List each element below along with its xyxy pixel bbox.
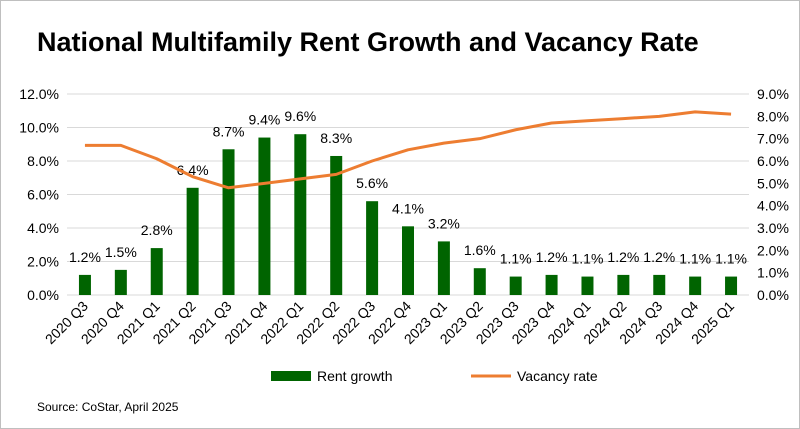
bar-data-label: 1.1% (715, 251, 747, 267)
bar-rent-growth (330, 155, 343, 295)
bar-data-label: 1.2% (643, 249, 675, 265)
bar-rent-growth (689, 276, 702, 295)
left-axis-tick: 8.0% (27, 153, 59, 169)
bar-rent-growth (258, 137, 271, 295)
bar-rent-growth (222, 149, 235, 295)
right-axis-tick: 5.0% (757, 175, 789, 191)
right-axis-tick: 1.0% (757, 265, 789, 281)
right-axis-tick: 9.0% (757, 86, 789, 102)
bar-rent-growth (545, 274, 558, 295)
bar-rent-growth (186, 187, 199, 295)
bar-data-label: 1.1% (679, 251, 711, 267)
bar-data-label: 9.4% (248, 112, 280, 128)
bar-data-label: 5.6% (356, 175, 388, 191)
bar-rent-growth (509, 276, 522, 295)
legend-label-vacancy-rate: Vacancy rate (517, 368, 598, 384)
bar-data-label: 1.2% (536, 249, 568, 265)
right-axis-tick: 2.0% (757, 242, 789, 258)
bar-data-label: 1.2% (69, 249, 101, 265)
left-axis-tick: 0.0% (27, 287, 59, 303)
source-note: Source: CoStar, April 2025 (37, 400, 179, 414)
bar-rent-growth (78, 274, 91, 295)
left-axis-tick: 10.0% (19, 120, 59, 136)
bar-data-label: 9.6% (284, 108, 316, 124)
chart-title: National Multifamily Rent Growth and Vac… (37, 27, 699, 57)
bar-rent-growth (581, 276, 594, 295)
right-axis-tick: 3.0% (757, 220, 789, 236)
bar-rent-growth (725, 276, 738, 295)
left-axis-tick: 4.0% (27, 220, 59, 236)
right-axis-tick: 0.0% (757, 287, 789, 303)
left-axis-tick: 12.0% (19, 86, 59, 102)
bar-data-label: 1.1% (500, 251, 532, 267)
right-axis-tick: 7.0% (757, 131, 789, 147)
bar-data-label: 1.6% (464, 242, 496, 258)
bar-rent-growth (473, 268, 486, 295)
bar-data-label: 1.1% (572, 251, 604, 267)
bar-rent-growth (617, 274, 630, 295)
bar-data-label: 1.5% (105, 244, 137, 260)
bar-data-label: 1.2% (607, 249, 639, 265)
right-axis-tick: 6.0% (757, 153, 789, 169)
bar-rent-growth (402, 226, 414, 295)
bar-data-label: 8.3% (320, 130, 352, 146)
legend-swatch-rent-growth (271, 371, 311, 381)
bar-rent-growth (653, 274, 666, 295)
bar-rent-growth (366, 201, 379, 295)
bar-data-label: 3.2% (428, 215, 460, 231)
bar-rent-growth (150, 248, 163, 295)
bar-data-label: 4.1% (392, 200, 424, 216)
bar-rent-growth (294, 134, 307, 295)
right-axis-tick: 8.0% (757, 108, 789, 124)
bar-rent-growth (114, 269, 127, 295)
bar-rent-growth (437, 241, 450, 295)
right-axis-tick: 4.0% (757, 198, 789, 214)
legend-label-rent-growth: Rent growth (317, 368, 392, 384)
bar-data-label: 2.8% (141, 222, 173, 238)
bar-data-label: 8.7% (213, 123, 245, 139)
left-axis-tick: 6.0% (27, 187, 59, 203)
left-axis-tick: 2.0% (27, 254, 59, 270)
